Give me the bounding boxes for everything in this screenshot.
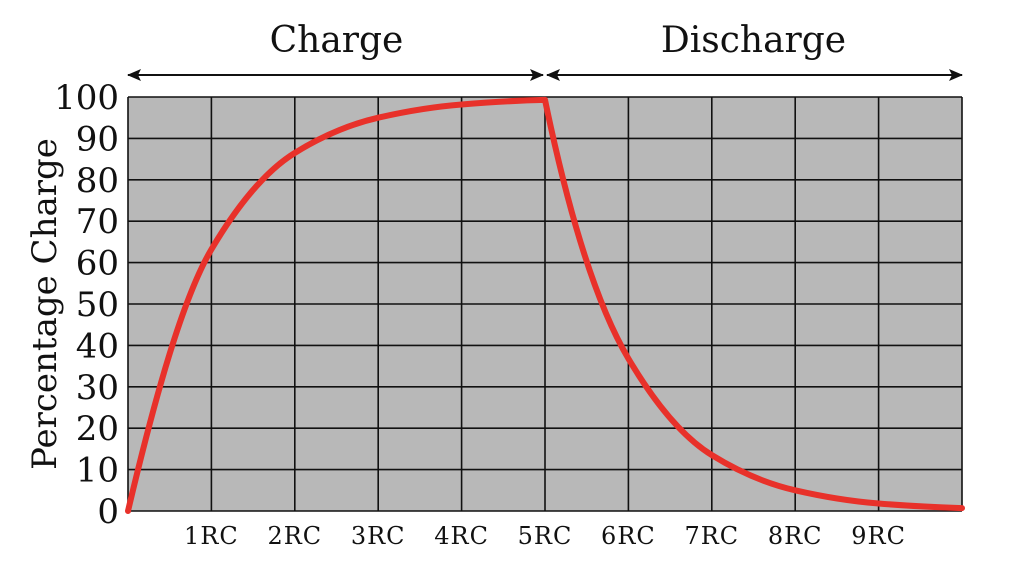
- y-tick-label: 80: [76, 161, 119, 201]
- phase-annotations: Charge Discharge: [127, 20, 963, 81]
- x-tick-label: 9RC: [851, 522, 906, 550]
- x-tick-label: 5RC: [518, 522, 573, 550]
- y-tick-label: 10: [76, 451, 119, 491]
- y-tick-label: 90: [76, 119, 119, 159]
- y-tick-label: 50: [76, 285, 119, 325]
- y-tick-label: 30: [76, 368, 119, 408]
- y-tick-label: 60: [76, 244, 119, 284]
- series-layer: [125, 96, 965, 514]
- y-tick-label: 100: [54, 78, 119, 118]
- x-axis-ticks: 1RC 2RC 3RC 4RC 5RC 6RC 7RC 8RC 9RC: [184, 522, 906, 550]
- y-axis-label: Percentage Charge: [25, 138, 65, 470]
- x-tick-label: 1RC: [184, 522, 239, 550]
- x-tick-label: 3RC: [351, 522, 406, 550]
- x-tick-label: 6RC: [601, 522, 656, 550]
- x-tick-label: 8RC: [768, 522, 823, 550]
- x-tick-label: 4RC: [434, 522, 489, 550]
- phase-label: Discharge: [661, 20, 846, 61]
- x-tick-label: 2RC: [267, 522, 322, 550]
- x-tick-label: 7RC: [684, 522, 739, 550]
- series-line: [125, 96, 965, 514]
- y-tick-label: 20: [76, 409, 119, 449]
- y-tick-label: 40: [76, 326, 119, 366]
- y-tick-label: 70: [76, 202, 119, 242]
- y-tick-label: 0: [97, 492, 119, 532]
- phase-label: Charge: [270, 20, 404, 61]
